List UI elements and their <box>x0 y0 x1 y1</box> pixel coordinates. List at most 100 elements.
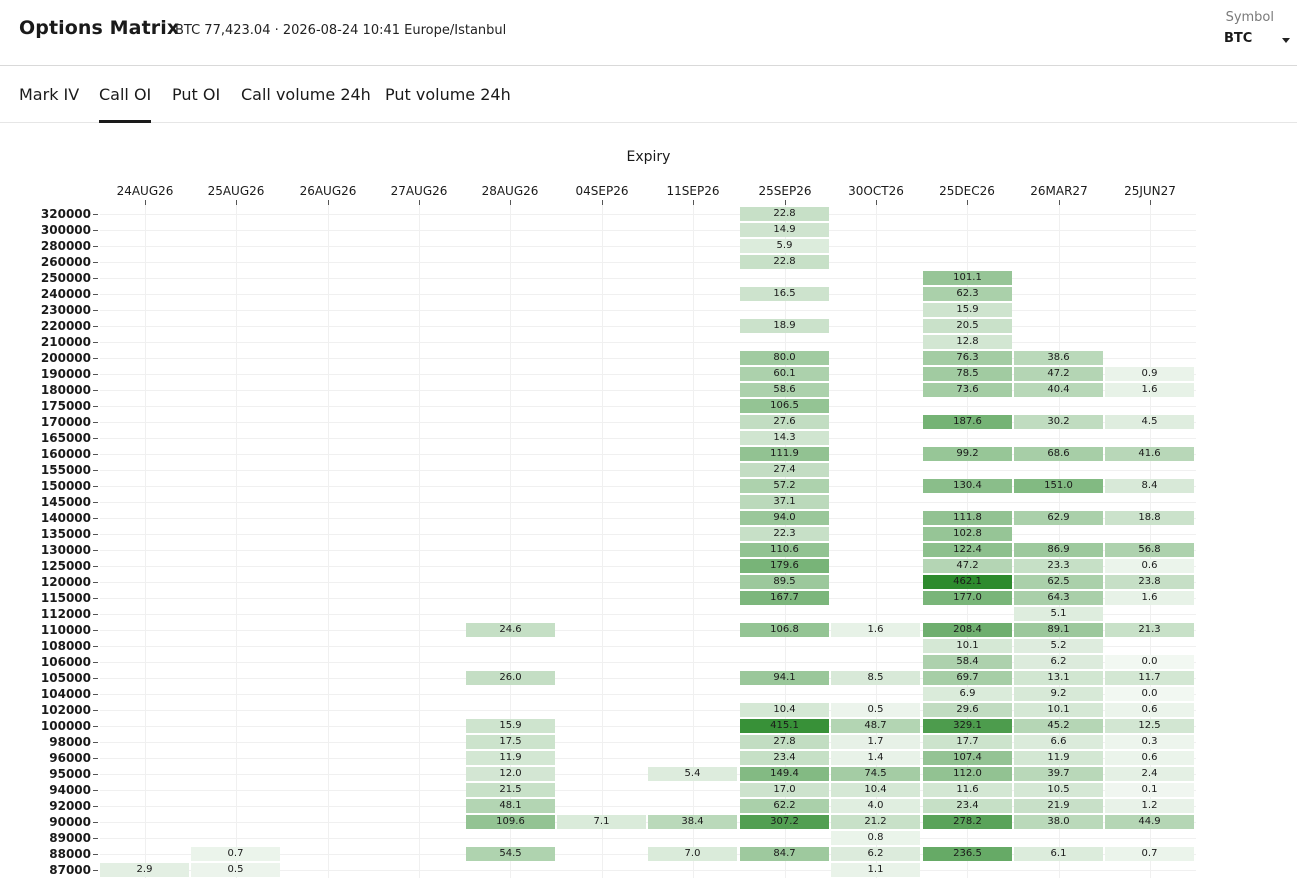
heatmap-cell[interactable]: 7.1 <box>557 815 646 829</box>
heatmap-cell[interactable]: 151.0 <box>1014 479 1103 493</box>
heatmap-cell[interactable]: 5.4 <box>648 767 737 781</box>
heatmap-cell[interactable]: 0.3 <box>1105 735 1194 749</box>
heatmap-cell[interactable]: 111.9 <box>740 447 829 461</box>
heatmap-cell[interactable]: 21.3 <box>1105 623 1194 637</box>
heatmap-cell[interactable]: 5.9 <box>740 239 829 253</box>
heatmap-cell[interactable]: 12.5 <box>1105 719 1194 733</box>
heatmap-cell[interactable]: 5.2 <box>1014 639 1103 653</box>
heatmap-cell[interactable]: 99.2 <box>923 447 1012 461</box>
heatmap-cell[interactable]: 86.9 <box>1014 543 1103 557</box>
heatmap-cell[interactable]: 9.2 <box>1014 687 1103 701</box>
heatmap-cell[interactable]: 1.6 <box>1105 383 1194 397</box>
heatmap-cell[interactable]: 4.5 <box>1105 415 1194 429</box>
heatmap-cell[interactable]: 47.2 <box>1014 367 1103 381</box>
heatmap-cell[interactable]: 0.6 <box>1105 559 1194 573</box>
heatmap-cell[interactable]: 0.7 <box>191 847 280 861</box>
heatmap-cell[interactable]: 44.9 <box>1105 815 1194 829</box>
heatmap-cell[interactable]: 89.5 <box>740 575 829 589</box>
heatmap-cell[interactable]: 23.8 <box>1105 575 1194 589</box>
heatmap-cell[interactable]: 58.6 <box>740 383 829 397</box>
heatmap-cell[interactable]: 149.4 <box>740 767 829 781</box>
heatmap-cell[interactable]: 12.8 <box>923 335 1012 349</box>
heatmap-cell[interactable]: 4.0 <box>831 799 920 813</box>
heatmap-cell[interactable]: 45.2 <box>1014 719 1103 733</box>
heatmap-cell[interactable]: 122.4 <box>923 543 1012 557</box>
heatmap-cell[interactable]: 415.1 <box>740 719 829 733</box>
heatmap-cell[interactable]: 0.6 <box>1105 751 1194 765</box>
heatmap-cell[interactable]: 15.9 <box>466 719 555 733</box>
heatmap-cell[interactable]: 21.2 <box>831 815 920 829</box>
heatmap-cell[interactable]: 10.4 <box>740 703 829 717</box>
heatmap-cell[interactable]: 0.0 <box>1105 687 1194 701</box>
heatmap-cell[interactable]: 68.6 <box>1014 447 1103 461</box>
tab-call-volume-24h[interactable]: Call volume 24h <box>241 85 371 104</box>
heatmap-cell[interactable]: 13.1 <box>1014 671 1103 685</box>
heatmap-cell[interactable]: 10.5 <box>1014 783 1103 797</box>
heatmap-cell[interactable]: 41.6 <box>1105 447 1194 461</box>
heatmap-cell[interactable]: 48.7 <box>831 719 920 733</box>
heatmap-cell[interactable]: 17.5 <box>466 735 555 749</box>
heatmap-cell[interactable]: 167.7 <box>740 591 829 605</box>
tab-put-volume-24h[interactable]: Put volume 24h <box>385 85 511 104</box>
heatmap-cell[interactable]: 89.1 <box>1014 623 1103 637</box>
heatmap-cell[interactable]: 16.5 <box>740 287 829 301</box>
heatmap-cell[interactable]: 60.1 <box>740 367 829 381</box>
heatmap-cell[interactable]: 23.4 <box>923 799 1012 813</box>
heatmap-cell[interactable]: 0.5 <box>191 863 280 877</box>
heatmap-cell[interactable]: 307.2 <box>740 815 829 829</box>
heatmap-cell[interactable]: 26.0 <box>466 671 555 685</box>
heatmap-cell[interactable]: 23.3 <box>1014 559 1103 573</box>
heatmap-cell[interactable]: 62.2 <box>740 799 829 813</box>
heatmap-cell[interactable]: 278.2 <box>923 815 1012 829</box>
heatmap-cell[interactable]: 14.3 <box>740 431 829 445</box>
heatmap-cell[interactable]: 11.9 <box>466 751 555 765</box>
heatmap-cell[interactable]: 40.4 <box>1014 383 1103 397</box>
heatmap-cell[interactable]: 7.0 <box>648 847 737 861</box>
heatmap-cell[interactable]: 12.0 <box>466 767 555 781</box>
heatmap-cell[interactable]: 21.5 <box>466 783 555 797</box>
heatmap-cell[interactable]: 22.3 <box>740 527 829 541</box>
heatmap-cell[interactable]: 0.5 <box>831 703 920 717</box>
heatmap-cell[interactable]: 112.0 <box>923 767 1012 781</box>
heatmap-cell[interactable]: 37.1 <box>740 495 829 509</box>
heatmap-cell[interactable]: 10.4 <box>831 783 920 797</box>
heatmap-cell[interactable]: 0.9 <box>1105 367 1194 381</box>
heatmap-cell[interactable]: 17.7 <box>923 735 1012 749</box>
heatmap-cell[interactable]: 1.4 <box>831 751 920 765</box>
heatmap-cell[interactable]: 27.8 <box>740 735 829 749</box>
heatmap-cell[interactable]: 30.2 <box>1014 415 1103 429</box>
heatmap-cell[interactable]: 0.7 <box>1105 847 1194 861</box>
heatmap-cell[interactable]: 0.8 <box>831 831 920 845</box>
heatmap-cell[interactable]: 2.4 <box>1105 767 1194 781</box>
heatmap-cell[interactable]: 64.3 <box>1014 591 1103 605</box>
tab-call-oi[interactable]: Call OI <box>99 85 152 123</box>
heatmap-cell[interactable]: 10.1 <box>923 639 1012 653</box>
heatmap-cell[interactable]: 106.5 <box>740 399 829 413</box>
heatmap-cell[interactable]: 0.6 <box>1105 703 1194 717</box>
heatmap-cell[interactable]: 11.7 <box>1105 671 1194 685</box>
heatmap-cell[interactable]: 110.6 <box>740 543 829 557</box>
heatmap-cell[interactable]: 102.8 <box>923 527 1012 541</box>
heatmap-cell[interactable]: 38.0 <box>1014 815 1103 829</box>
heatmap-cell[interactable]: 94.0 <box>740 511 829 525</box>
heatmap-cell[interactable]: 15.9 <box>923 303 1012 317</box>
heatmap-cell[interactable]: 6.6 <box>1014 735 1103 749</box>
heatmap-cell[interactable]: 107.4 <box>923 751 1012 765</box>
heatmap-cell[interactable]: 6.2 <box>831 847 920 861</box>
heatmap-cell[interactable]: 84.7 <box>740 847 829 861</box>
heatmap-cell[interactable]: 1.6 <box>1105 591 1194 605</box>
heatmap-cell[interactable]: 1.7 <box>831 735 920 749</box>
heatmap-cell[interactable]: 20.5 <box>923 319 1012 333</box>
heatmap-cell[interactable]: 179.6 <box>740 559 829 573</box>
heatmap-cell[interactable]: 0.0 <box>1105 655 1194 669</box>
heatmap-cell[interactable]: 74.5 <box>831 767 920 781</box>
heatmap-cell[interactable]: 187.6 <box>923 415 1012 429</box>
heatmap-cell[interactable]: 1.6 <box>831 623 920 637</box>
heatmap-cell[interactable]: 27.4 <box>740 463 829 477</box>
heatmap-cell[interactable]: 73.6 <box>923 383 1012 397</box>
heatmap-cell[interactable]: 24.6 <box>466 623 555 637</box>
heatmap-cell[interactable]: 38.4 <box>648 815 737 829</box>
heatmap-cell[interactable]: 18.8 <box>1105 511 1194 525</box>
heatmap-cell[interactable]: 23.4 <box>740 751 829 765</box>
heatmap-cell[interactable]: 0.1 <box>1105 783 1194 797</box>
